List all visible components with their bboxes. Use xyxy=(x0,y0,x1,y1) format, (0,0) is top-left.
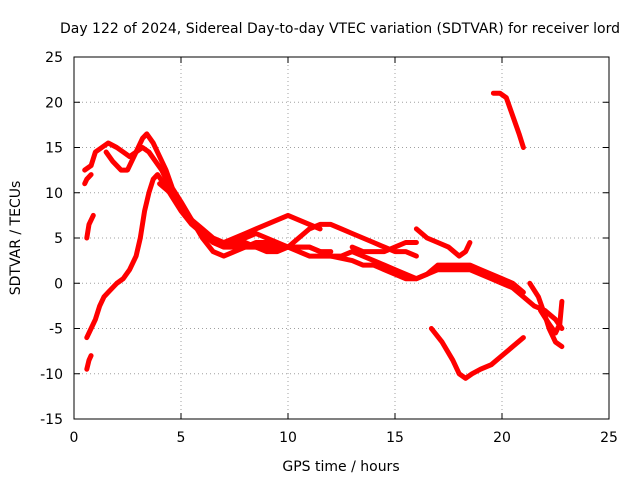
x-tick-label: 0 xyxy=(70,430,79,446)
series-line-track-l xyxy=(490,90,526,150)
y-tick-label: 5 xyxy=(54,231,63,247)
x-axis-label: GPS time / hours xyxy=(282,459,399,475)
series-line-track-f xyxy=(157,181,565,331)
series-line-track-n xyxy=(538,298,565,336)
series-line-track-j xyxy=(84,353,94,372)
x-tick-label: 25 xyxy=(600,430,618,446)
y-axis-label: SDTVAR / TECUs xyxy=(8,181,24,296)
series-line-track-d xyxy=(84,212,96,241)
series-line-track-a xyxy=(82,172,94,187)
y-tick-label: -10 xyxy=(40,367,63,383)
data-series xyxy=(82,90,565,381)
chart-title: Day 122 of 2024, Sidereal Day-to-day VTE… xyxy=(60,21,620,37)
grid-lines xyxy=(74,57,609,419)
y-tick-label: -5 xyxy=(49,322,63,338)
y-tick-label: -15 xyxy=(40,412,63,428)
series-line-track-g xyxy=(242,244,526,295)
x-tick-label: 20 xyxy=(493,430,511,446)
y-tick-label: 20 xyxy=(45,95,63,111)
y-tick-label: 10 xyxy=(45,186,63,202)
y-tick-label: 15 xyxy=(45,141,63,157)
axis-ticks: 0 5 10 15 20 25 -15 -10 -5 0 5 10 15 20 25 xyxy=(40,50,618,446)
series-line-track-h xyxy=(349,240,419,255)
x-tick-label: 10 xyxy=(279,430,297,446)
series-line-track-k xyxy=(428,326,526,381)
plot-frame xyxy=(73,56,610,420)
series-line-track-i xyxy=(413,226,473,259)
x-tick-label: 5 xyxy=(177,430,186,446)
y-tick-label: 25 xyxy=(45,50,63,66)
x-tick-label: 15 xyxy=(386,430,404,446)
y-tick-label: 0 xyxy=(54,276,63,292)
